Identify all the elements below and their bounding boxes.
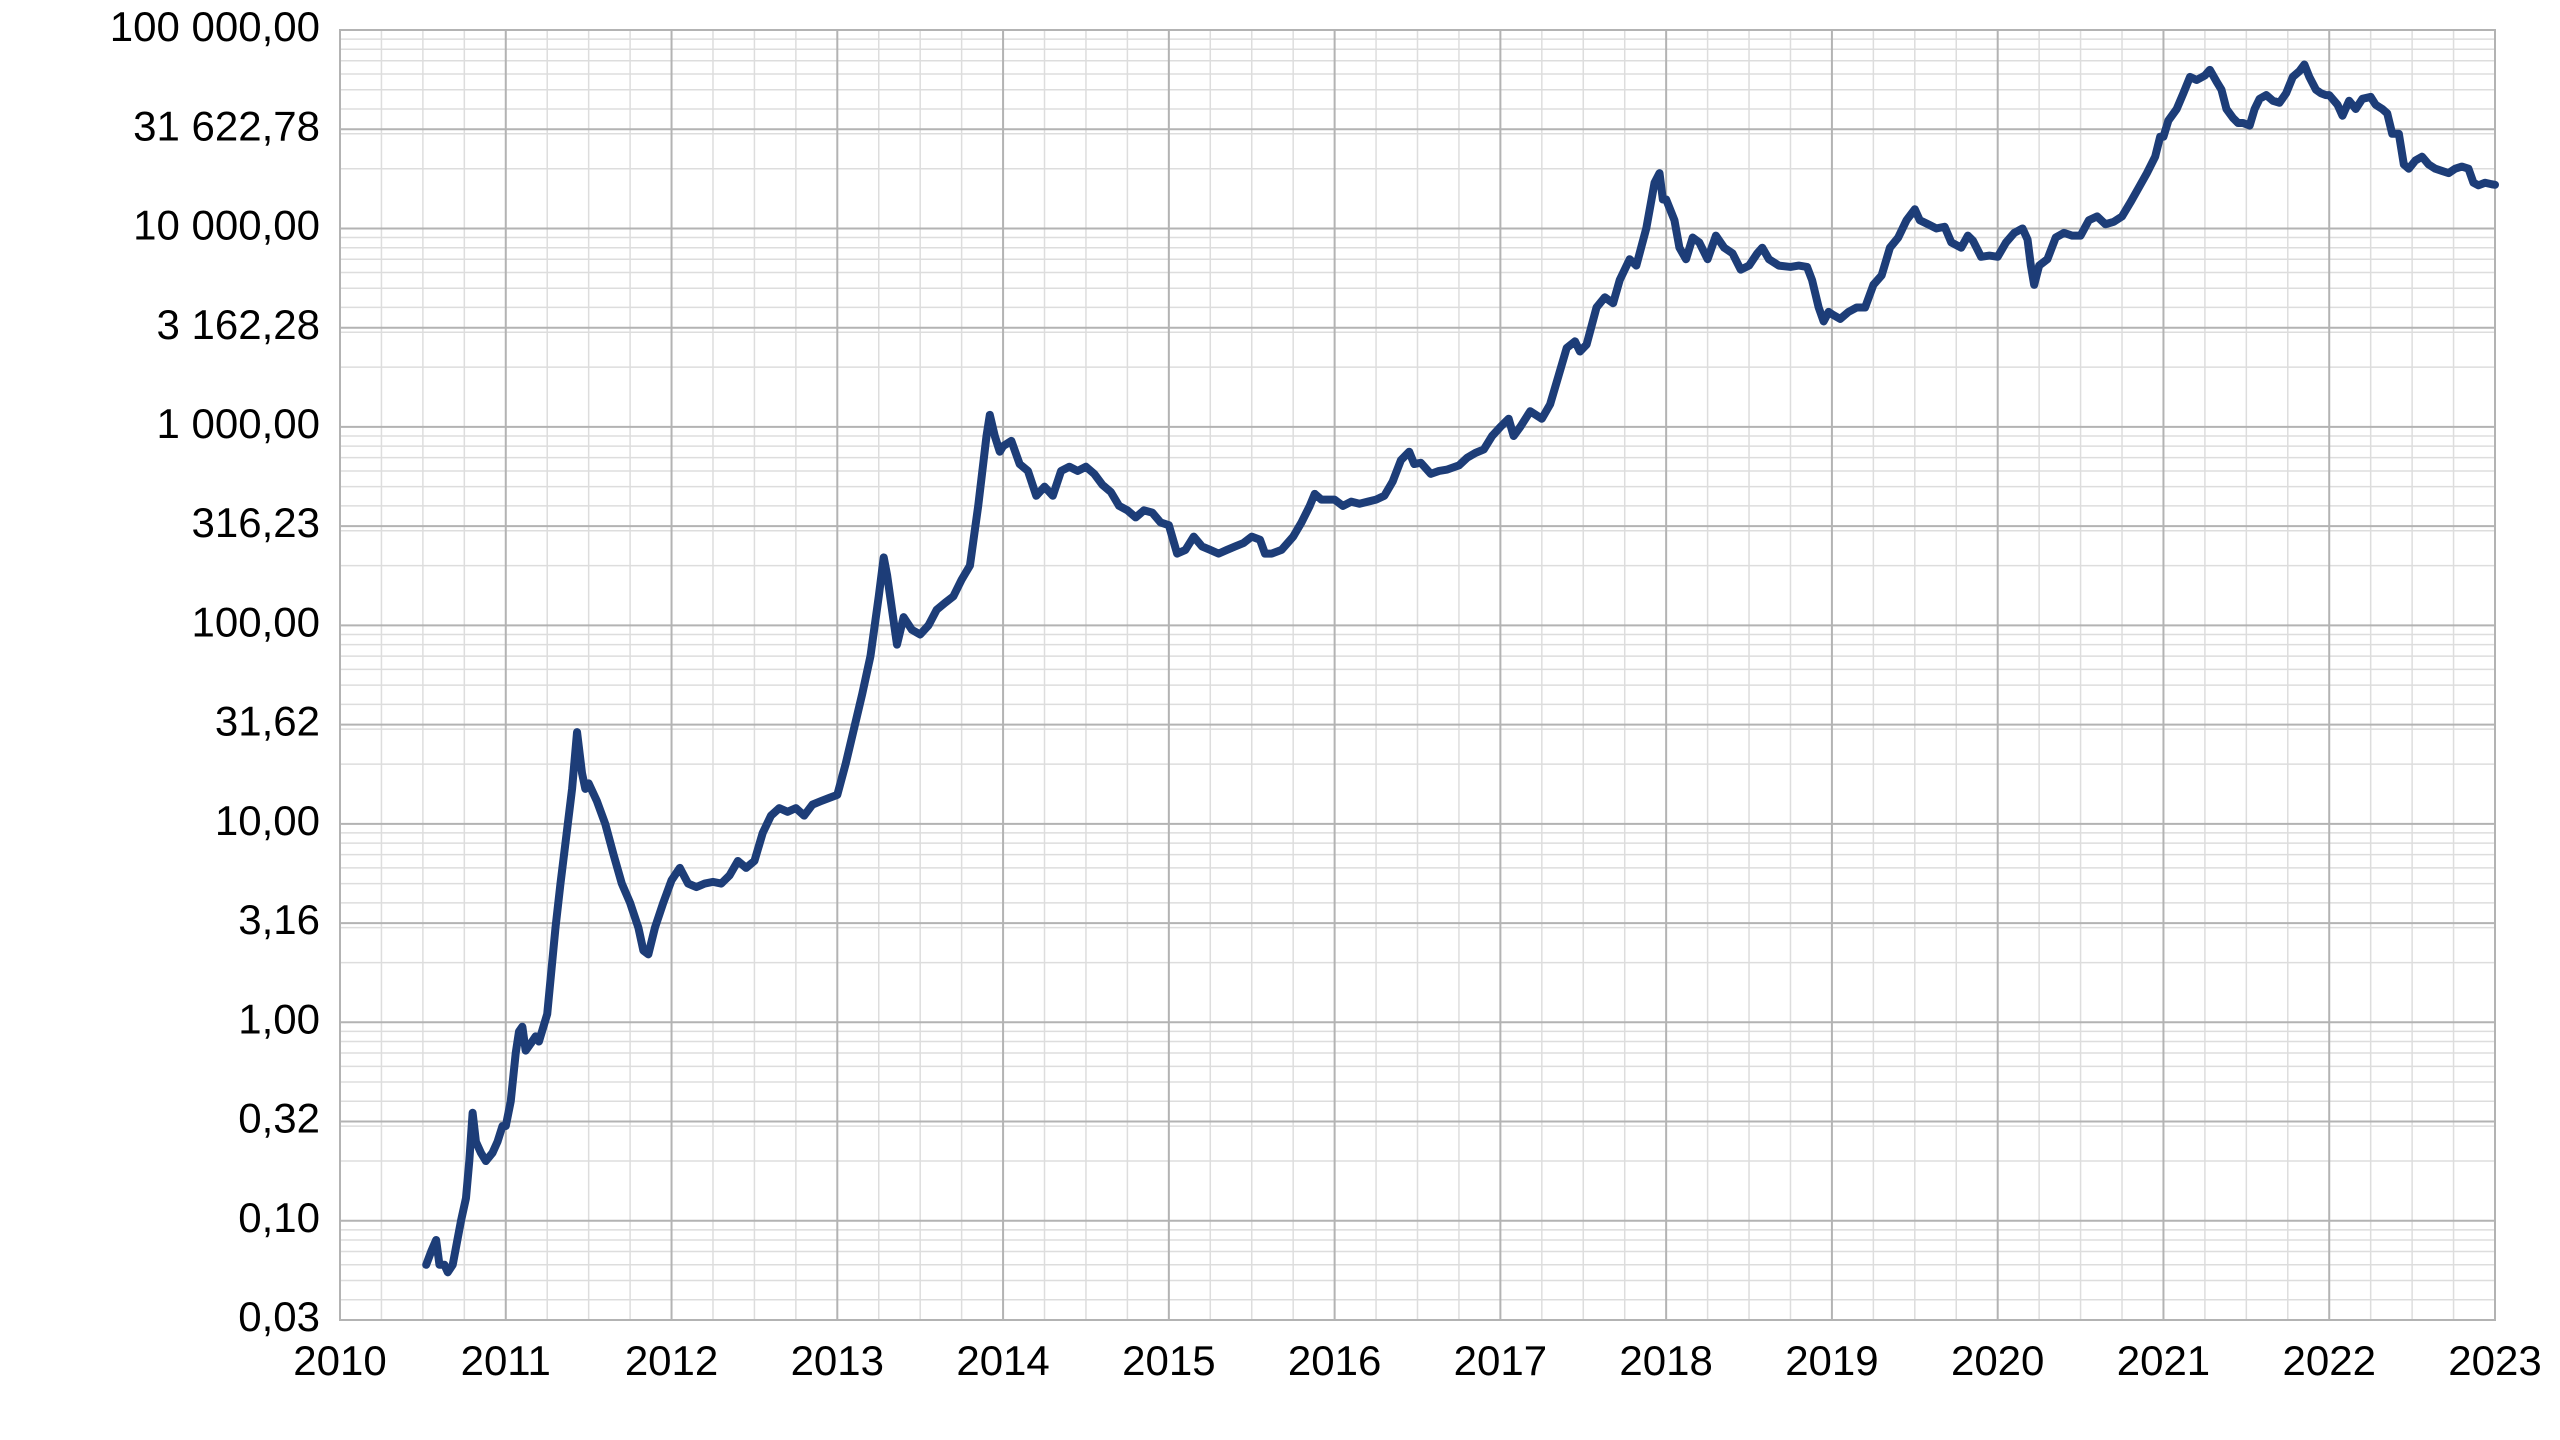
x-tick-label: 2019 (1785, 1337, 1878, 1384)
y-tick-label: 1 000,00 (157, 400, 321, 447)
chart-svg: 0,03 0,10 0,32 1,00 3,16 10,00 31,62 100,00 316,… (0, 0, 2560, 1440)
x-tick-label: 2018 (1619, 1337, 1712, 1384)
y-tick-label: 0,32 (238, 1095, 320, 1142)
x-tick-label: 2022 (2283, 1337, 2376, 1384)
y-tick-label: 3,16 (238, 896, 320, 943)
y-tick-label: 316,23 (192, 499, 320, 546)
y-tick-label: 3 162,28 (157, 301, 321, 348)
x-tick-label: 2013 (791, 1337, 884, 1384)
y-tick-label: 1,00 (238, 995, 320, 1042)
y-tick-label: 100,00 (192, 598, 320, 645)
y-tick-label: 31 622,78 (133, 102, 320, 149)
y-tick-label: 10 000,00 (133, 202, 320, 249)
x-tick-label: 2017 (1454, 1337, 1547, 1384)
x-tick-label: 2011 (461, 1337, 551, 1384)
y-tick-label: 0,03 (238, 1293, 320, 1340)
y-tick-label: 0,10 (238, 1194, 320, 1241)
y-tick-label: 10,00 (215, 797, 320, 844)
x-tick-label: 2015 (1122, 1337, 1215, 1384)
x-tick-label: 2010 (293, 1337, 386, 1384)
x-tick-label: 2020 (1951, 1337, 2044, 1384)
y-tick-label: 31,62 (215, 698, 320, 745)
x-tick-label: 2012 (625, 1337, 718, 1384)
price-chart: 0,03 0,10 0,32 1,00 3,16 10,00 31,62 100,00 316,… (0, 0, 2560, 1440)
x-tick-label: 2016 (1288, 1337, 1381, 1384)
x-tick-label: 2014 (956, 1337, 1049, 1384)
x-tick-label: 2021 (2117, 1337, 2210, 1384)
y-tick-label: 100 000,00 (110, 3, 320, 50)
x-tick-label: 2023 (2448, 1337, 2541, 1384)
